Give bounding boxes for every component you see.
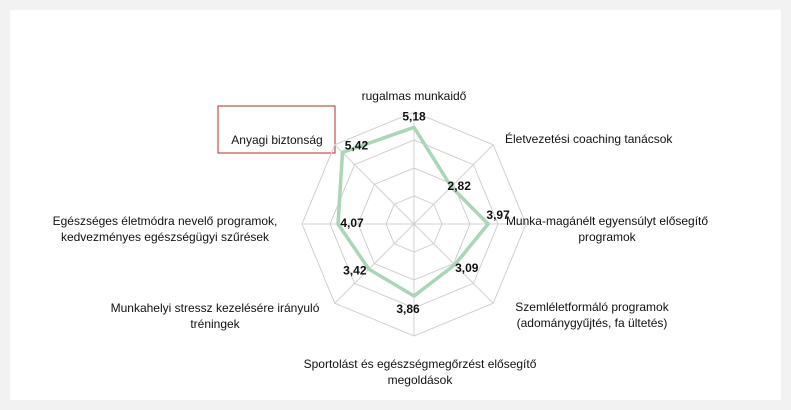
value-label: 3,42 bbox=[343, 263, 367, 277]
category-label: Szemléletformáló programok bbox=[515, 300, 669, 314]
series-line bbox=[336, 125, 490, 298]
category-label: Anyagi biztonság bbox=[231, 133, 322, 147]
category-label: programok bbox=[578, 230, 636, 244]
category-label: Egészséges életmódra nevelő programok, bbox=[53, 214, 278, 228]
highlight-box bbox=[217, 105, 336, 154]
value-label: 4,07 bbox=[340, 216, 364, 230]
category-label: (adománygyűjtés, fa ültetés) bbox=[517, 316, 668, 330]
value-label: 2,82 bbox=[448, 179, 472, 193]
value-label: 3,97 bbox=[486, 208, 510, 222]
category-label: Munka-magánélt egyensúlyt elősegítő bbox=[506, 214, 708, 228]
category-label: kedvezményes egészségügyi szűrések bbox=[61, 230, 270, 244]
value-label: 3,09 bbox=[455, 261, 479, 275]
spoke bbox=[334, 223, 415, 304]
value-label: 3,86 bbox=[396, 302, 420, 316]
category-label: Munkahelyi stressz kezelésére irányuló bbox=[111, 301, 320, 315]
category-label: Életvezetési coaching tanácsok bbox=[505, 131, 673, 146]
value-label: 5,42 bbox=[345, 139, 369, 153]
category-label: megoldások bbox=[388, 373, 454, 387]
category-label: Sportolást és egészségmegőrzést elősegít… bbox=[304, 357, 537, 371]
category-label: rugalmas munkaidő bbox=[362, 89, 467, 103]
category-label: tréningek bbox=[190, 317, 240, 331]
value-label: 5,18 bbox=[402, 109, 426, 123]
spoke bbox=[334, 144, 415, 225]
spoke bbox=[413, 144, 494, 225]
